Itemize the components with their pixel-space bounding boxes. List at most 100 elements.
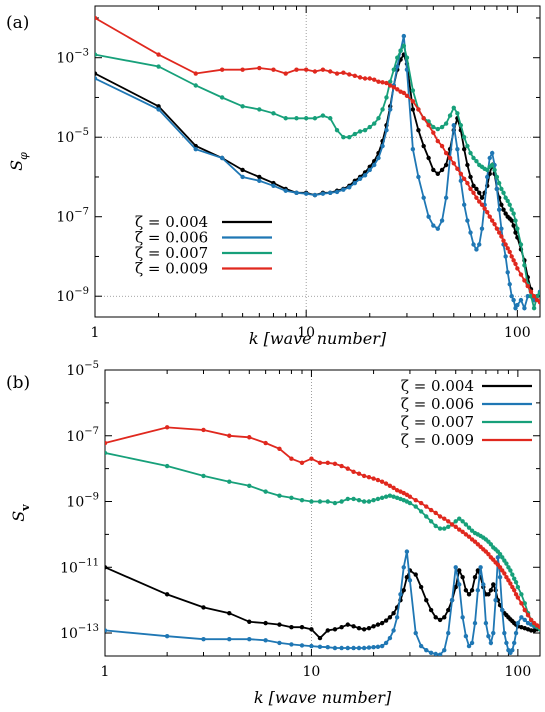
data-point — [395, 55, 400, 60]
data-point — [164, 425, 170, 430]
data-point — [201, 427, 206, 433]
data-point — [505, 198, 510, 204]
data-point — [502, 630, 507, 636]
data-point — [428, 607, 434, 613]
data-point — [487, 214, 492, 219]
data-point — [515, 595, 521, 600]
data-point — [439, 143, 445, 149]
data-point — [312, 116, 318, 121]
data-point — [510, 584, 515, 590]
data-point — [247, 619, 252, 624]
data-point — [501, 238, 506, 243]
data-point — [351, 645, 356, 651]
data-point — [398, 48, 403, 53]
data-point — [164, 592, 170, 597]
data-point — [453, 524, 458, 530]
data-point — [317, 635, 323, 641]
data-point — [240, 104, 245, 109]
data-point — [410, 146, 416, 152]
data-point — [504, 561, 509, 566]
data-point — [461, 202, 467, 207]
data-point — [271, 111, 276, 116]
data-point — [466, 643, 472, 649]
data-point — [357, 75, 363, 80]
data-point — [219, 67, 225, 72]
data-point — [240, 167, 245, 173]
data-point — [443, 150, 449, 156]
data-point — [446, 630, 451, 636]
data-point — [510, 572, 515, 577]
data-point — [418, 509, 424, 514]
legend-entry-label: ζ = 0.007 — [135, 244, 208, 262]
data-point — [460, 615, 465, 620]
data-point — [518, 297, 524, 303]
y-axis-label: Sv — [9, 504, 32, 522]
data-point — [352, 131, 358, 137]
data-point — [487, 155, 492, 161]
data-point — [201, 473, 206, 479]
data-point — [332, 627, 338, 632]
data-point — [496, 230, 502, 235]
data-point — [453, 519, 458, 524]
x-tick-label: 1 — [91, 325, 100, 341]
data-point — [247, 435, 252, 440]
data-point — [528, 628, 534, 633]
data-point — [519, 592, 524, 597]
data-point — [515, 226, 520, 231]
data-point — [357, 129, 363, 134]
data-point — [439, 167, 445, 173]
data-point — [421, 116, 426, 121]
data-point — [433, 523, 438, 529]
data-point — [509, 294, 514, 299]
data-point — [283, 116, 288, 121]
data-point — [426, 214, 431, 219]
legend-entry-label: ζ = 0.009 — [401, 431, 474, 449]
data-point — [401, 33, 407, 39]
data-point — [367, 124, 372, 130]
data-point — [401, 90, 407, 96]
data-point — [332, 500, 338, 506]
data-point — [509, 207, 514, 212]
data-point — [334, 189, 340, 195]
data-point — [424, 597, 429, 603]
x-axis-label: k [wave number] — [254, 688, 392, 707]
data-point — [257, 174, 262, 180]
data-point — [519, 615, 524, 620]
data-point — [383, 494, 389, 499]
data-point — [437, 526, 443, 531]
data-point — [263, 440, 268, 446]
data-point — [507, 202, 512, 207]
data-point — [356, 497, 362, 503]
data-point — [339, 463, 344, 469]
data-point — [519, 601, 524, 606]
data-point — [511, 258, 516, 263]
data-point — [479, 202, 485, 207]
data-point — [317, 499, 323, 504]
y-tick-label: 10−7 — [56, 207, 89, 226]
data-point — [375, 622, 381, 627]
data-point — [95, 76, 98, 81]
data-point — [506, 565, 511, 570]
data-point — [451, 161, 456, 166]
data-point — [395, 64, 400, 69]
data-point — [513, 630, 519, 636]
data-point — [404, 93, 410, 99]
data-point — [492, 221, 497, 227]
data-point — [468, 230, 473, 235]
data-point — [512, 588, 517, 593]
data-point — [395, 87, 400, 92]
data-point — [471, 155, 476, 161]
data-point — [366, 626, 372, 631]
data-point — [289, 495, 294, 500]
data-point — [457, 516, 462, 521]
data-point — [525, 612, 531, 618]
data-point — [227, 433, 232, 438]
data-point — [352, 180, 358, 186]
panel-a: 1 10 100 10−3 10−5 10−7 10−9 (a) k [wave number] S… — [6, 5, 541, 348]
data-point — [503, 211, 508, 216]
data-point — [379, 495, 385, 500]
data-point — [503, 195, 508, 200]
data-point — [455, 111, 460, 116]
data-point — [357, 176, 363, 181]
